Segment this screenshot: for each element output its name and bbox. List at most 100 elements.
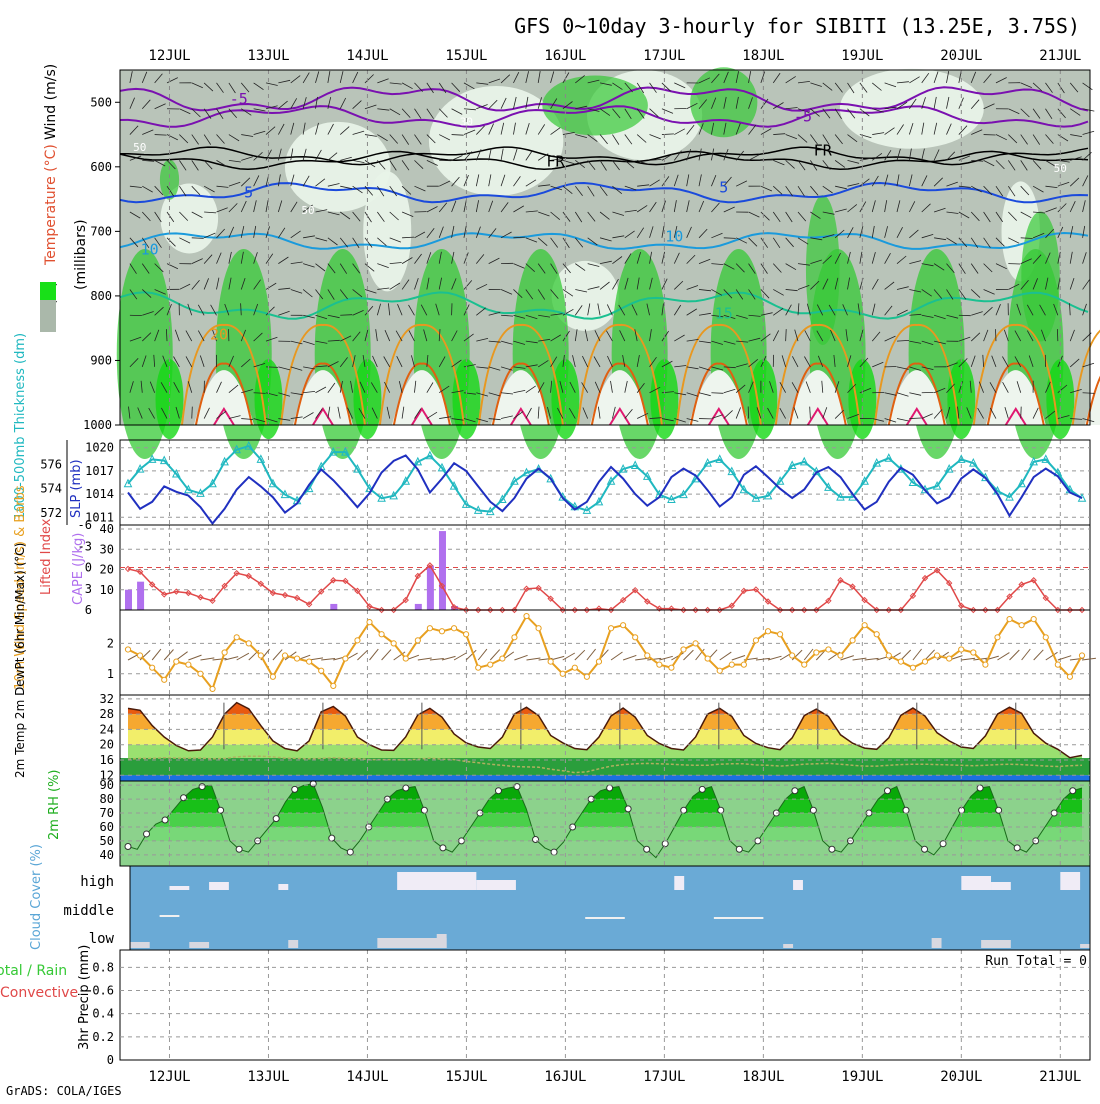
cape-bar: [125, 590, 132, 610]
upper-air-panel: [40, 67, 1100, 459]
cape-tick: 20: [100, 563, 114, 577]
wind10-series: [125, 613, 1084, 691]
wind10-barb: [213, 659, 227, 661]
precip-tick: 0: [107, 1053, 114, 1067]
wind10-barb: [164, 650, 173, 661]
series-marker: [367, 620, 372, 625]
wind10-barb: [913, 649, 922, 660]
wind10-barb: [901, 650, 911, 660]
cape-tick: 30: [100, 542, 114, 556]
wind10-barb: [575, 650, 585, 660]
wind10-frame: [120, 610, 1090, 695]
contour-label: 30: [460, 115, 473, 128]
wind10-barb: [563, 653, 575, 660]
contour-label: 10: [665, 228, 683, 246]
wind10-barb: [1022, 649, 1031, 660]
cloud-level-label: middle: [63, 903, 114, 919]
slp-ylabel: SLP (mb): [69, 459, 84, 518]
ytick-label: 900: [90, 353, 112, 367]
wind10-barb: [696, 649, 705, 660]
series-marker: [645, 653, 650, 658]
cape-bar: [137, 582, 144, 610]
date-label-top: 19JUL: [841, 48, 883, 64]
series-marker: [669, 665, 674, 670]
temp-band: [120, 695, 1090, 714]
rh2m-marker: [236, 846, 242, 852]
series-marker: [476, 665, 481, 670]
series-marker: [838, 653, 843, 658]
rh2m-tick: 80: [100, 792, 114, 806]
cloud-high-bar: [476, 880, 516, 890]
lifted-tick: 0: [85, 561, 92, 575]
date-label-bottom: 17JUL: [643, 1069, 685, 1085]
cape-bar: [415, 604, 422, 610]
wind10-tick: 2: [107, 636, 114, 650]
wind10-barb: [370, 649, 379, 660]
wind10-barb: [273, 650, 282, 660]
contour-label: 50: [133, 141, 146, 154]
slp-tick: 1020: [85, 441, 114, 455]
contour-label: -5: [794, 107, 812, 125]
precip-run-total: Run Total = 0: [985, 954, 1087, 969]
slp-tick: 1014: [85, 487, 114, 501]
series-marker: [210, 686, 215, 691]
slp-tick: 1017: [85, 464, 114, 478]
ytick-label: 700: [90, 224, 112, 238]
wind10-barb: [357, 650, 367, 660]
wind10-barb: [200, 658, 214, 660]
date-label-top: 13JUL: [247, 48, 289, 64]
rh2m-marker: [292, 786, 298, 792]
rh2m-marker: [903, 807, 909, 813]
series-marker: [959, 647, 964, 652]
lifted-tick: 3: [85, 582, 92, 596]
series-marker: [500, 656, 505, 661]
lifted-index-ylabel: Lifted Index: [39, 518, 54, 595]
series-marker: [258, 653, 263, 658]
rh2m-marker: [810, 807, 816, 813]
ytick-label: 800: [90, 289, 112, 303]
thickness-tick: 576: [40, 457, 62, 471]
series-marker: [1055, 662, 1060, 667]
temp-low-band: [120, 758, 1090, 775]
series-marker: [850, 638, 855, 643]
rh2m-marker: [644, 846, 650, 852]
date-label-bottom: 14JUL: [346, 1069, 388, 1085]
series-marker: [1067, 674, 1072, 679]
series-marker: [983, 662, 988, 667]
date-label-bottom: 13JUL: [247, 1069, 289, 1085]
series-marker: [681, 647, 686, 652]
rh2m-marker: [144, 831, 150, 837]
wind10-barb: [527, 658, 541, 660]
series-marker: [270, 674, 275, 679]
series-marker: [874, 632, 879, 637]
series-marker: [572, 665, 577, 670]
rh2m-ylabel: 2m RH (%): [47, 769, 62, 840]
series-marker: [560, 671, 565, 676]
lifted-line: [128, 565, 1082, 610]
temp2m-tick: 16: [100, 753, 114, 767]
series-marker: [222, 650, 227, 655]
contour-label: 50: [1054, 162, 1067, 175]
rh2m-tick: 50: [100, 834, 114, 848]
wind10-barb: [587, 649, 596, 660]
wind10-barb: [237, 653, 249, 660]
cloud-background: [130, 866, 1090, 950]
wind-barb: [155, 135, 167, 136]
series-marker: [729, 662, 734, 667]
series-marker: [548, 659, 553, 664]
wind10-tick: 1: [107, 667, 114, 681]
contour-label: 15: [715, 304, 733, 322]
lifted-series: [126, 563, 1085, 613]
series-marker: [174, 659, 179, 664]
rh2m-marker: [792, 788, 798, 794]
series-marker: [621, 623, 626, 628]
date-label-top: 12JUL: [148, 48, 190, 64]
contour-label: 10: [141, 240, 159, 258]
rh2m-marker: [1070, 788, 1076, 794]
rh-green-patch: [806, 195, 840, 345]
rh2m-tick: 70: [100, 806, 114, 820]
cloud-low-bar: [981, 940, 1011, 948]
temp2m-tick: 28: [100, 707, 114, 721]
date-label-top: 17JUL: [643, 48, 685, 64]
cloud-high-bar: [169, 886, 189, 890]
